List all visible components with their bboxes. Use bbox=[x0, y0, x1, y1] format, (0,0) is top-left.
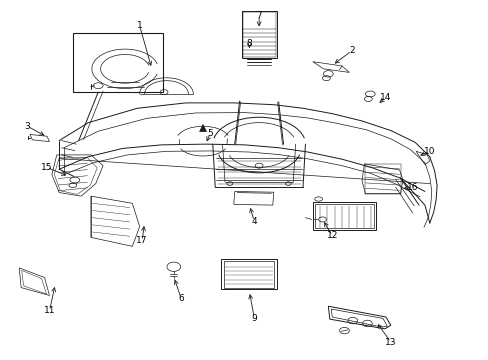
Text: 16: 16 bbox=[406, 183, 418, 192]
Text: 13: 13 bbox=[384, 338, 396, 347]
Text: 6: 6 bbox=[178, 294, 183, 303]
Text: 10: 10 bbox=[423, 147, 435, 156]
Bar bbox=[315, 204, 373, 228]
Text: 8: 8 bbox=[246, 39, 252, 48]
Text: 3: 3 bbox=[24, 122, 30, 131]
Text: 15: 15 bbox=[41, 163, 53, 172]
Text: 11: 11 bbox=[43, 306, 55, 315]
Text: 5: 5 bbox=[207, 129, 213, 138]
Text: 12: 12 bbox=[326, 231, 337, 240]
Bar bbox=[312, 202, 375, 230]
Bar bbox=[242, 12, 277, 58]
Text: 17: 17 bbox=[136, 237, 147, 246]
Bar bbox=[221, 259, 277, 289]
Text: 9: 9 bbox=[251, 314, 257, 323]
Bar bbox=[73, 33, 163, 92]
Text: 7: 7 bbox=[256, 10, 262, 19]
Text: 4: 4 bbox=[251, 217, 257, 226]
Bar bbox=[243, 12, 276, 57]
Bar bbox=[365, 164, 400, 194]
Text: 2: 2 bbox=[348, 46, 354, 55]
Text: 14: 14 bbox=[380, 93, 391, 102]
Text: 1: 1 bbox=[137, 21, 142, 30]
Bar bbox=[224, 261, 274, 288]
Polygon shape bbox=[199, 125, 206, 132]
